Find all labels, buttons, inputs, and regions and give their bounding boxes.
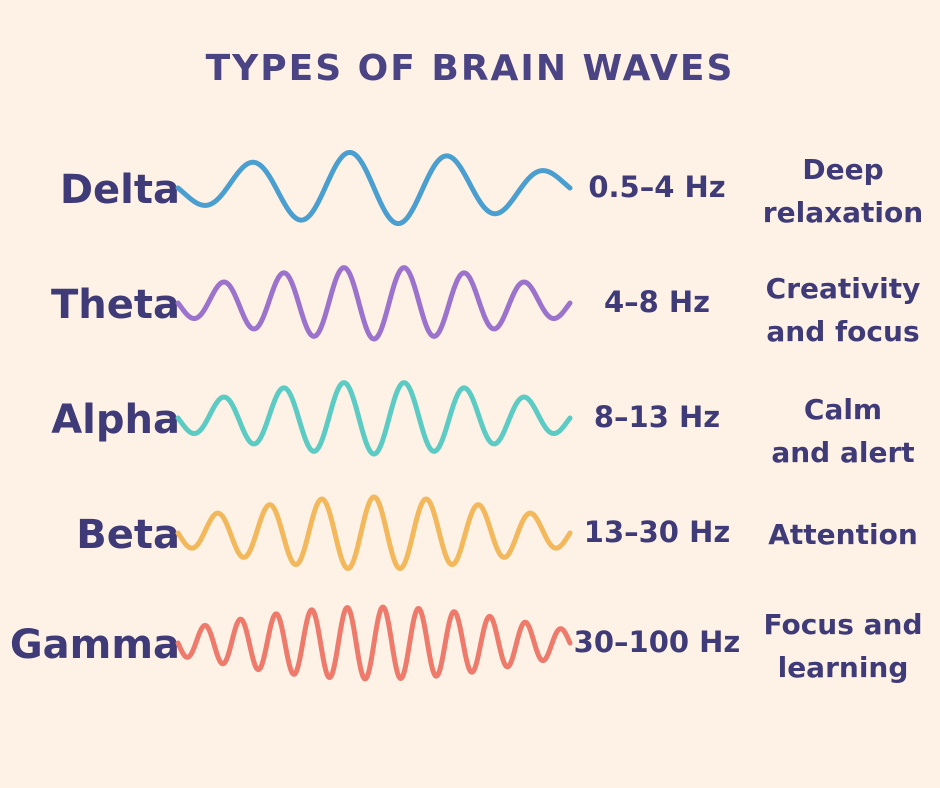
wave-frequency: 0.5–4 Hz — [588, 170, 726, 204]
wave-description: Calm and alert — [748, 388, 938, 475]
wave-description-line: Creativity — [765, 272, 921, 305]
wave-frequency: 30–100 Hz — [573, 625, 741, 659]
wave-frequency: 8–13 Hz — [593, 400, 721, 434]
wave-description-line: and alert — [771, 436, 915, 470]
wave-graphic — [175, 380, 573, 457]
wave-name: Gamma — [9, 622, 180, 668]
wave-row-beta: Beta 13–30 Hz Attention — [0, 485, 940, 595]
wave-row-delta: Delta 0.5–4 Hz Deep relaxation — [0, 140, 940, 250]
wave-name: Delta — [59, 167, 180, 213]
wave-graphic — [175, 265, 573, 342]
wave-description-line: Attention — [768, 518, 918, 551]
wave-frequency: 4–8 Hz — [603, 285, 711, 319]
wave-row-theta: Theta 4–8 Hz Creativity and focus — [0, 255, 940, 365]
wave-line-gamma — [175, 604, 573, 682]
wave-description: Creativity and focus — [748, 267, 938, 354]
wave-graphic — [175, 149, 573, 227]
wave-name: Alpha — [51, 397, 180, 443]
wave-description: Attention — [748, 513, 938, 556]
wave-description-line: Deep — [802, 153, 884, 186]
wave-description: Deep relaxation — [748, 148, 938, 235]
wave-description: Focus and learning — [748, 603, 938, 690]
wave-line-beta — [175, 494, 573, 571]
wave-description-line: Calm — [803, 393, 883, 426]
wave-description-line: and focus — [766, 315, 920, 349]
wave-row-gamma: Gamma 30–100 Hz Focus and learning — [0, 595, 940, 705]
wave-line-alpha — [175, 380, 573, 457]
wave-description-line: learning — [777, 651, 909, 685]
wave-description-line: relaxation — [762, 196, 924, 230]
wave-graphic — [175, 604, 573, 682]
wave-name: Beta — [76, 512, 180, 558]
wave-description-line: Focus and — [763, 608, 923, 641]
wave-row-alpha: Alpha 8–13 Hz Calm and alert — [0, 370, 940, 480]
wave-line-delta — [175, 149, 573, 227]
wave-graphic — [175, 494, 573, 571]
wave-frequency: 13–30 Hz — [583, 515, 731, 549]
wave-name: Theta — [50, 282, 180, 328]
page-title: TYPES OF BRAIN WAVES — [205, 48, 735, 89]
wave-line-theta — [175, 265, 573, 342]
